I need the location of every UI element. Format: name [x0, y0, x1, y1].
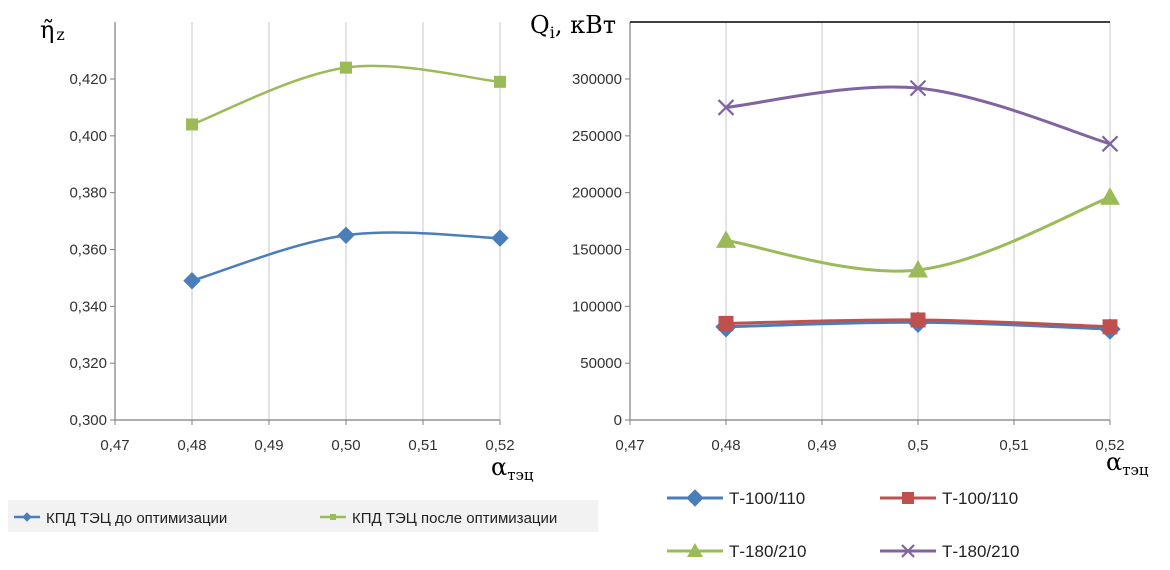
data-point [908, 259, 928, 278]
data-point [910, 312, 926, 328]
legend-label: КПД ТЭЦ после оптимизации [352, 510, 557, 527]
x-tick-label: 0,47 [615, 437, 644, 454]
y-tick-label: 100000 [572, 298, 622, 315]
data-point [716, 230, 736, 248]
x-tick-label: 0,47 [100, 437, 129, 454]
legend-item: Т-180/210 [880, 542, 1020, 561]
x-axis-label: αтэц [1106, 448, 1149, 479]
data-point [1102, 319, 1118, 335]
x-tick-label: 0,52 [1095, 437, 1124, 454]
data-point [717, 99, 735, 116]
x-tick-label: 0,49 [254, 437, 283, 454]
data-point [1100, 187, 1120, 205]
y-tick-label: 0,400 [69, 128, 107, 145]
series-3 [716, 187, 1120, 278]
y-tick-label: 0,420 [69, 71, 107, 88]
legend-label: Т-180/210 [942, 542, 1020, 561]
legend: Т-100/110 Т-100/110 Т-180/210 Т-180/210 [667, 489, 1020, 561]
x-tick-label: 0,49 [807, 437, 836, 454]
legend-label: Т-100/110 [729, 489, 805, 508]
legend-item: Т-100/110 [667, 489, 805, 508]
series-4 [717, 79, 1119, 153]
legend-marker [330, 514, 336, 520]
x-tick-label: 0,48 [711, 437, 740, 454]
series-1 [183, 226, 509, 290]
data-point [491, 229, 509, 247]
legend-item: Т-100/110 [880, 489, 1018, 508]
x-tick-label: 0,50 [331, 437, 360, 454]
y-tick-label: 250000 [572, 128, 622, 145]
x-axis-label: αтэц [491, 453, 534, 484]
series-2 [186, 61, 506, 131]
data-point [183, 272, 201, 290]
legend-label: Т-100/110 [942, 489, 1018, 508]
data-point [337, 226, 355, 244]
data-point [1101, 135, 1119, 153]
y-tick-label: 150000 [572, 242, 622, 259]
data-point [340, 61, 352, 74]
y-tick-label: 0,340 [69, 298, 107, 315]
y-tick-label: 0,300 [69, 412, 107, 429]
legend-marker [22, 512, 32, 522]
y-tick-label: 300000 [572, 71, 622, 88]
data-point [909, 79, 927, 97]
legend: КПД ТЭЦ до оптимизации КПД ТЭЦ после опти… [8, 500, 598, 532]
y-axis-label: Qi, кВт [530, 11, 616, 42]
legend-background [8, 500, 598, 532]
x-tick-label: 0,48 [177, 437, 206, 454]
data-point [718, 315, 734, 331]
chart-1: 0,300 0,320 0,340 0,360 0,380 0,400 0,420 0,47 0… [8, 16, 598, 532]
legend-label: КПД ТЭЦ до оптимизации [46, 510, 227, 527]
x-tick-label: 0,5 [908, 437, 929, 454]
y-tick-label: 0,320 [69, 355, 107, 372]
y-tick-label: 0,380 [69, 185, 107, 202]
legend-label: Т-180/210 [729, 542, 807, 561]
legend-marker [901, 544, 915, 558]
legend-marker [687, 543, 703, 557]
y-tick-label: 0 [614, 412, 622, 429]
x-tick-label: 0,52 [485, 437, 514, 454]
legend-item: КПД ТЭЦ до оптимизации [14, 510, 227, 527]
y-tick-label: 200000 [572, 185, 622, 202]
y-tick-label: 50000 [580, 355, 622, 372]
legend-item: Т-180/210 [667, 542, 807, 561]
x-tick-label: 0,51 [408, 437, 437, 454]
series-2 [718, 312, 1118, 335]
y-tick-label: 0,360 [69, 242, 107, 259]
data-point [494, 75, 506, 88]
legend-marker [686, 489, 704, 507]
y-axis-label: η̃ z [40, 16, 65, 44]
data-point [186, 118, 198, 131]
x-tick-label: 0,51 [999, 437, 1028, 454]
legend-item: КПД ТЭЦ после оптимизации [320, 510, 557, 527]
chart-2: 0 50000 100000 150000 200000 250000 300000 0,47… [530, 11, 1149, 561]
legend-marker [902, 492, 914, 504]
